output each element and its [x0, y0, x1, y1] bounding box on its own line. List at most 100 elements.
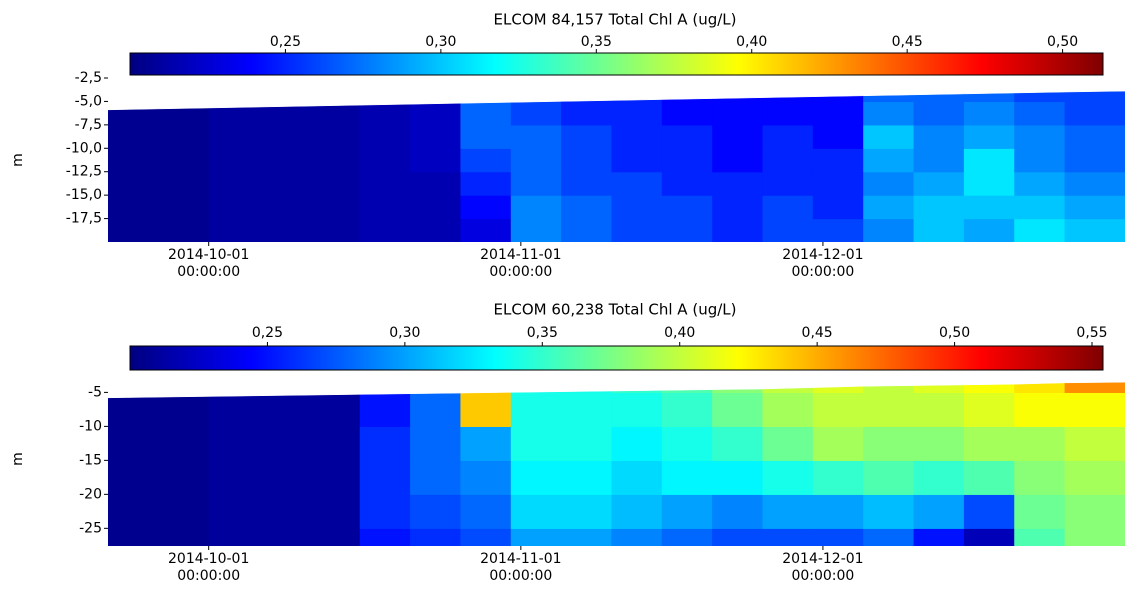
- y-tick-label: -17,5: [66, 211, 102, 227]
- heatmap-cell: [108, 195, 159, 220]
- chart-title: ELCOM 84,157 Total Chl A (ug/L): [494, 11, 737, 29]
- heatmap-cell: [561, 91, 613, 103]
- heatmap-cell: [410, 528, 462, 546]
- heatmap-cell: [1064, 426, 1125, 461]
- heatmap-cell: [762, 124, 814, 149]
- heatmap-cell: [410, 218, 462, 243]
- heatmap-cell: [460, 218, 512, 243]
- heatmap-cell: [460, 460, 512, 495]
- heatmap-cell: [158, 218, 210, 243]
- heatmap-cell: [863, 218, 915, 243]
- heatmap-cell: [460, 171, 512, 196]
- heatmap-cell: [913, 392, 965, 427]
- heatmap-cell: [812, 426, 864, 461]
- heatmap-cell: [1014, 195, 1066, 220]
- heatmap-cell: [863, 382, 915, 393]
- heatmap-cell: [359, 494, 411, 529]
- heatmap-cell: [108, 171, 159, 196]
- x-tick-label: 2014-10-01 00:00:00: [168, 551, 250, 584]
- heatmap-cell: [460, 124, 512, 149]
- heatmap-cell: [359, 460, 411, 495]
- heatmap-cell: [460, 148, 512, 173]
- heatmap-cell: [259, 124, 310, 149]
- heatmap-cell: [510, 460, 562, 495]
- heatmap-cell: [611, 195, 663, 220]
- heatmap-cell: [661, 91, 713, 103]
- heatmap-cell: [712, 124, 764, 149]
- heatmap-cell: [108, 101, 159, 126]
- y-tick-label: -15,0: [66, 187, 102, 203]
- heatmap-cell: [913, 426, 965, 461]
- heatmap-cell: [1064, 91, 1125, 103]
- heatmap-cell: [510, 218, 562, 243]
- heatmap-cell: [712, 218, 764, 243]
- heatmap-cell: [208, 494, 260, 529]
- heatmap-cell: [913, 101, 965, 126]
- heatmap-cell: [913, 218, 965, 243]
- heatmap-cell: [913, 382, 965, 393]
- heatmap-cell: [561, 494, 613, 529]
- heatmap-cell: [1064, 218, 1125, 243]
- heatmap-cell: [661, 171, 713, 196]
- x-tick-label: 2014-10-01 00:00:00: [168, 247, 250, 280]
- heatmap-cell: [460, 392, 512, 427]
- heatmap-cell: [762, 195, 814, 220]
- heatmap-cell: [762, 460, 814, 495]
- heatmap-cell: [863, 124, 915, 149]
- heatmap-cell: [410, 171, 462, 196]
- heatmap-cell: [661, 218, 713, 243]
- colorbar-tick-label: 0,25: [252, 325, 283, 341]
- heatmap-cell: [410, 195, 462, 220]
- heatmap-cell: [561, 195, 613, 220]
- heatmap-cell: [108, 460, 159, 495]
- heatmap-cell: [208, 528, 260, 546]
- heatmap-cell: [661, 494, 713, 529]
- chart-title: ELCOM 60,238 Total Chl A (ug/L): [494, 301, 737, 319]
- y-tick-label: -5,0: [75, 93, 102, 109]
- heatmap-cell: [863, 195, 915, 220]
- heatmap-cell: [1064, 382, 1125, 393]
- heatmap-cell: [309, 494, 361, 529]
- heatmap-cell: [712, 171, 764, 196]
- heatmap-cell: [1064, 460, 1125, 495]
- y-tick-label: -15: [79, 452, 102, 468]
- y-tick-label: -5: [88, 384, 102, 400]
- heatmap-cell: [812, 494, 864, 529]
- heatmap-cell: [611, 91, 663, 103]
- colorbar-tick-label: 0,35: [527, 325, 558, 341]
- heatmap-cell: [108, 148, 159, 173]
- heatmap-cell: [158, 101, 210, 126]
- heatmap-cell: [812, 91, 864, 103]
- heatmap-cell: [208, 171, 260, 196]
- heatmap-cell: [158, 460, 210, 495]
- heatmap-cell: [359, 218, 411, 243]
- heatmap-cell: [913, 91, 965, 103]
- heatmap-cell: [661, 528, 713, 546]
- heatmap-cell: [913, 528, 965, 546]
- colorbar-tick-label: 0,45: [802, 325, 833, 341]
- heatmap-cell: [812, 124, 864, 149]
- heatmap-cell: [712, 392, 764, 427]
- heatmap-cell: [712, 148, 764, 173]
- heatmap-cell: [963, 91, 1015, 103]
- heatmap-cell: [561, 392, 613, 427]
- heatmap-cell: [762, 528, 814, 546]
- heatmap-cell: [309, 392, 361, 427]
- heatmap-cell: [963, 460, 1015, 495]
- heatmap-cell: [108, 426, 159, 461]
- heatmap-cell: [762, 91, 814, 103]
- heatmap-cell: [913, 195, 965, 220]
- heatmap-cell: [661, 392, 713, 427]
- heatmap-cell: [309, 218, 361, 243]
- heatmap-cell: [561, 528, 613, 546]
- heatmap-cell: [158, 124, 210, 149]
- heatmap-cell: [259, 426, 310, 461]
- heatmap-cell: [812, 101, 864, 126]
- heatmap-cell: [1064, 195, 1125, 220]
- heatmap-cell: [410, 124, 462, 149]
- heatmap-cell: [460, 528, 512, 546]
- heatmap-cell: [963, 382, 1015, 393]
- heatmap-cell: [963, 148, 1015, 173]
- heatmap-cell: [208, 101, 260, 126]
